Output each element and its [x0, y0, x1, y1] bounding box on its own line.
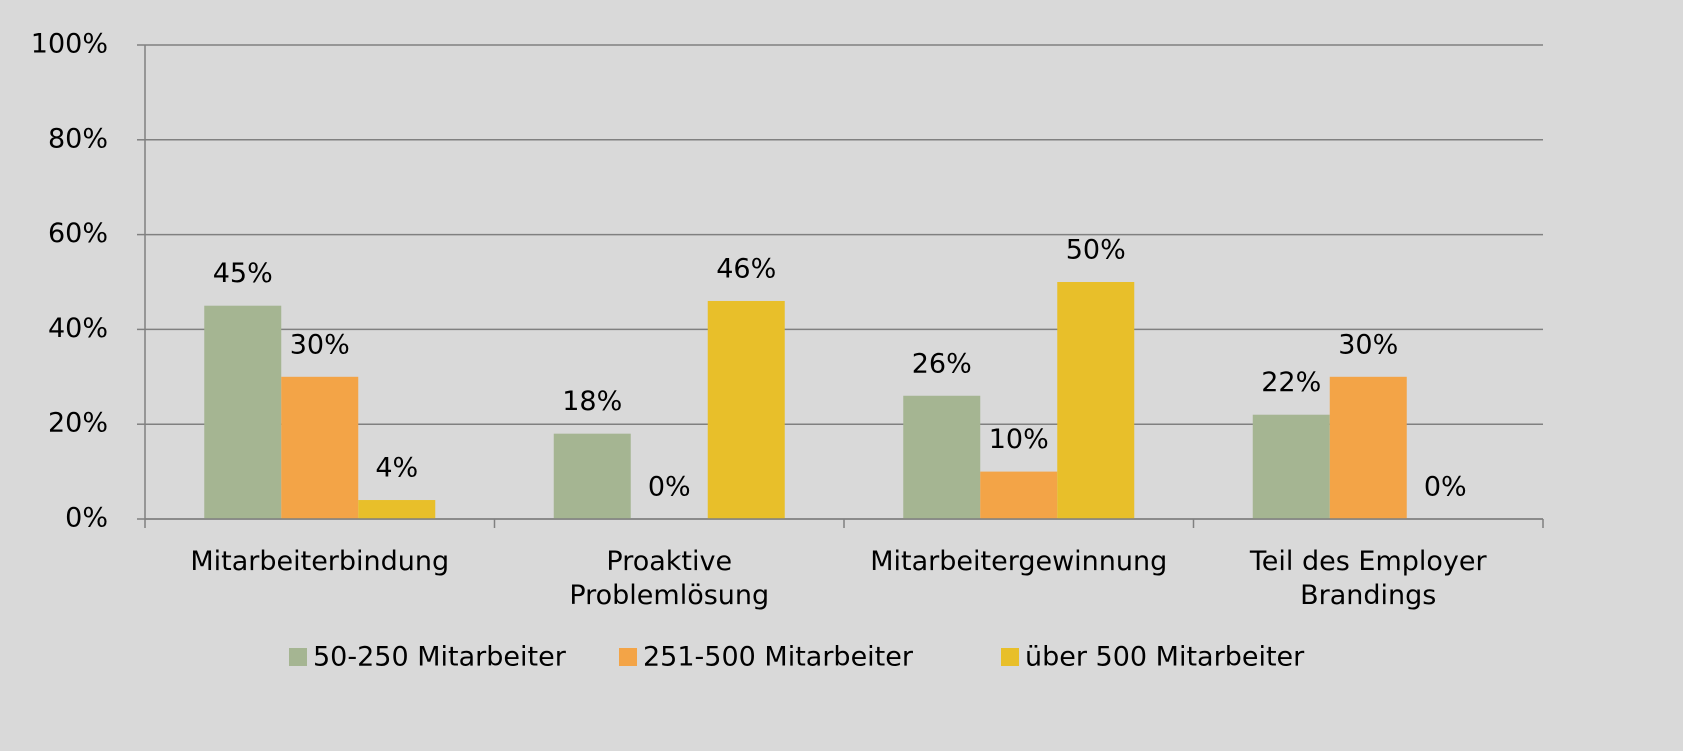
bar: [1329, 376, 1407, 519]
legend-label: 50-250 Mitarbeiter: [313, 642, 567, 673]
data-label: 4%: [375, 453, 418, 484]
bar: [281, 376, 359, 519]
bar: [1057, 282, 1135, 519]
bar: [553, 433, 631, 519]
data-label: 0%: [1424, 472, 1467, 503]
data-label: 45%: [213, 258, 273, 289]
y-tick-label: 60%: [48, 218, 108, 249]
data-label: 10%: [989, 424, 1049, 455]
data-label: 30%: [290, 329, 350, 360]
y-tick-label: 0%: [65, 503, 108, 534]
legend-swatch: [289, 648, 307, 666]
y-tick-label: 80%: [48, 123, 108, 154]
bar: [980, 471, 1058, 519]
legend-label: über 500 Mitarbeiter: [1025, 642, 1305, 673]
data-label: 46%: [716, 253, 776, 284]
bar: [204, 305, 282, 519]
data-label: 26%: [912, 348, 972, 379]
x-tick-label: Mitarbeitergewinnung: [870, 546, 1168, 577]
data-label: 50%: [1066, 235, 1126, 266]
x-tick-label: Teil des Employer Brandings: [1249, 546, 1487, 611]
x-tick-label: Mitarbeiterbindung: [190, 546, 450, 577]
legend-swatch: [1001, 648, 1019, 666]
data-label: 22%: [1261, 367, 1321, 398]
bar: [358, 500, 436, 519]
legend-swatch: [619, 648, 637, 666]
data-label: 0%: [648, 472, 691, 503]
bar: [707, 300, 785, 519]
data-label: 30%: [1338, 329, 1398, 360]
y-tick-label: 20%: [48, 408, 108, 439]
data-label: 18%: [562, 386, 622, 417]
legend-label: 251-500 Mitarbeiter: [643, 642, 914, 673]
bar: [903, 395, 981, 519]
x-tick-label: Proaktive Problemlösung: [569, 546, 770, 611]
y-tick-label: 100%: [31, 29, 108, 60]
bar: [1252, 414, 1330, 519]
y-tick-label: 40%: [48, 313, 108, 344]
